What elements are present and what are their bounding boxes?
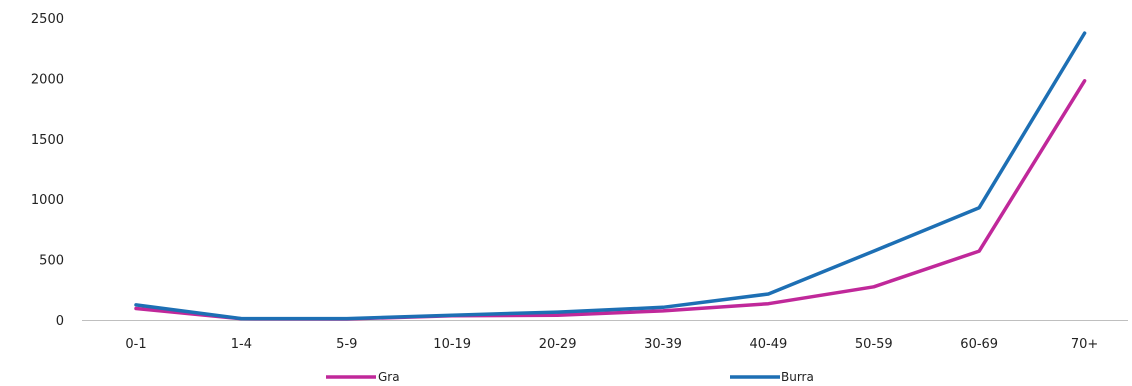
x-axis: 0-1 1-4 5-9 10-19 20-29 30-39 40-49 50-59 60-69 7… (82, 320, 1128, 352)
y-tick-label: 500 (39, 254, 64, 269)
y-tick-label: 0 (56, 314, 64, 329)
x-tick-label: 0-1 (125, 337, 146, 352)
plot-area (134, 31, 1087, 321)
x-tick-label: 1-4 (231, 337, 252, 352)
y-tick-label: 2500 (31, 12, 64, 27)
y-axis: 0 500 1000 1500 2000 2500 (31, 12, 64, 329)
series-line-burra (134, 31, 1087, 321)
y-tick-label: 1000 (31, 193, 64, 208)
x-tick-label: 70+ (1071, 337, 1098, 352)
y-tick-label: 1500 (31, 133, 64, 148)
y-tick-label: 2000 (31, 72, 64, 87)
x-tick-label: 50-59 (855, 337, 893, 352)
legend-label: Gra (378, 370, 400, 384)
x-tick-label: 10-19 (433, 337, 471, 352)
x-tick-label: 20-29 (539, 337, 577, 352)
series-line-gra (134, 79, 1087, 321)
x-tick-label: 30-39 (644, 337, 682, 352)
x-tick-label: 5-9 (336, 337, 357, 352)
legend: Gra Burra (326, 370, 814, 384)
x-tick-label: 60-69 (960, 337, 998, 352)
x-tick-label: 40-49 (750, 337, 788, 352)
legend-label: Burra (781, 370, 814, 384)
